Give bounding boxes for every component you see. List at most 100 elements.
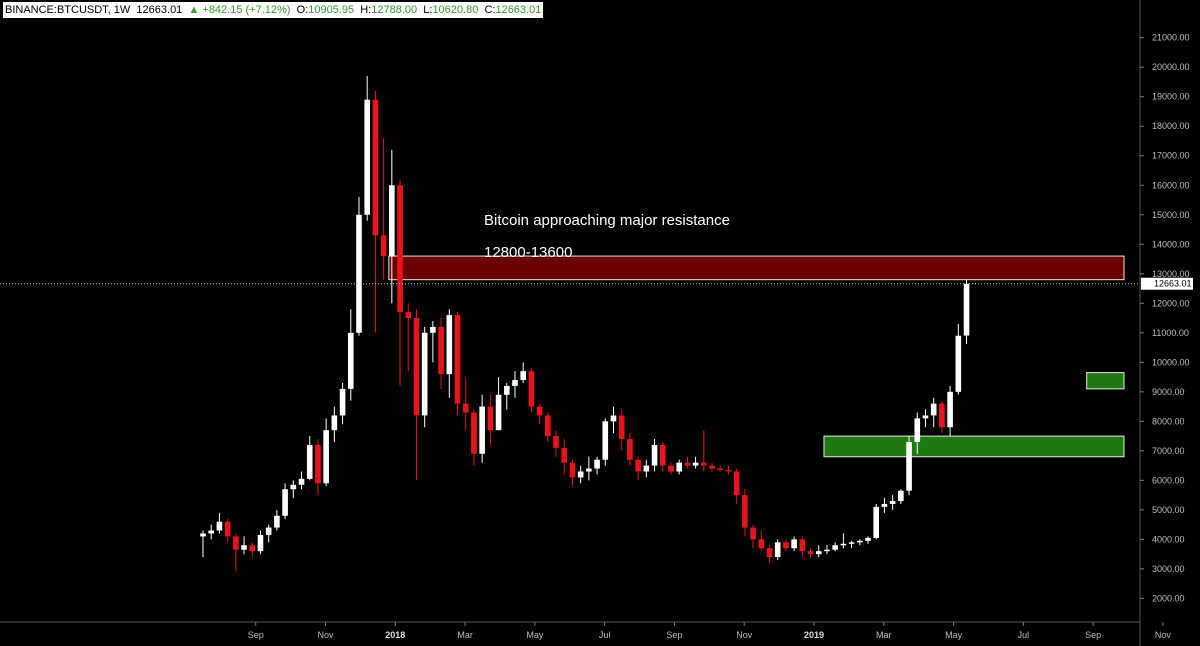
candle-body xyxy=(955,335,962,392)
price-tick-label: 2000.00 xyxy=(1152,593,1185,603)
candle-body xyxy=(561,447,568,463)
low-label: L: xyxy=(423,4,433,16)
annotation-line-1: Bitcoin approaching major resistance xyxy=(484,212,730,229)
candle xyxy=(265,524,272,543)
candle-body xyxy=(922,415,929,419)
candle-body xyxy=(865,537,871,541)
price-tick-label: 6000.00 xyxy=(1152,475,1185,485)
candle-body xyxy=(438,326,444,375)
candle-body xyxy=(766,548,773,558)
candle xyxy=(914,412,921,454)
candle-body xyxy=(528,371,535,407)
candle-body xyxy=(758,539,765,549)
candle xyxy=(947,385,953,437)
candle-body xyxy=(684,462,691,466)
candle xyxy=(380,138,387,280)
candle-body xyxy=(725,470,732,472)
candle-body xyxy=(668,465,674,472)
open-label: O: xyxy=(296,4,309,16)
candle-body xyxy=(397,185,403,313)
candle-body xyxy=(659,444,666,466)
candle xyxy=(889,495,896,510)
candle xyxy=(536,403,543,425)
candle xyxy=(290,480,297,499)
candle xyxy=(725,465,732,475)
candle-body xyxy=(742,495,748,528)
candle-body xyxy=(799,539,806,552)
candle-body xyxy=(618,415,625,440)
zones-layer xyxy=(388,255,1125,458)
candle-body xyxy=(963,283,970,336)
candle-body xyxy=(873,506,880,538)
symbol-header: BINANCE:BTCUSDT, 1W 12663.01 ▲ +842.15 (… xyxy=(3,2,544,18)
candle xyxy=(224,518,231,543)
candle-body xyxy=(512,380,518,386)
candle xyxy=(356,197,362,336)
time-tick-label: Mar xyxy=(457,630,473,640)
candle-body xyxy=(651,444,658,466)
candle xyxy=(865,536,871,544)
candle xyxy=(274,509,280,531)
price-tick-label: 17000.00 xyxy=(1152,151,1190,161)
candle xyxy=(758,530,765,552)
price-axis[interactable]: 2000.00 3000.00 4000.00 5000.00 6000.00 7000.… xyxy=(1139,0,1190,646)
time-tick-label: Jul xyxy=(599,630,611,640)
candle-body xyxy=(487,406,494,431)
candle xyxy=(421,326,428,428)
annotation-line-2: 12800-13600 xyxy=(484,244,572,261)
candle xyxy=(430,321,436,363)
candle xyxy=(405,303,412,372)
candle-body xyxy=(610,415,617,422)
candle xyxy=(881,498,888,513)
candle-body xyxy=(602,421,609,460)
candle-body xyxy=(553,436,559,448)
candle xyxy=(553,430,559,457)
candle xyxy=(306,436,313,481)
price-tick-label: 15000.00 xyxy=(1152,210,1190,220)
time-tick-label: Sep xyxy=(666,630,682,640)
time-axis[interactable]: Sep Nov 2018 Mar May Jul Sep Nov 2019 Mar May Jul Se… xyxy=(0,621,1171,640)
candle-body xyxy=(200,533,206,537)
candle-body xyxy=(586,468,592,472)
candle xyxy=(939,400,945,434)
candle-body xyxy=(323,430,329,484)
candle-body xyxy=(315,444,321,484)
price-tick-label: 5000.00 xyxy=(1152,505,1185,515)
time-tick-label: May xyxy=(526,630,544,640)
candle xyxy=(963,280,970,344)
candle xyxy=(438,318,444,389)
candle-body xyxy=(545,415,551,437)
candle xyxy=(610,406,617,434)
price-tick-label: 7000.00 xyxy=(1152,446,1185,456)
candle-body xyxy=(413,318,420,416)
candle xyxy=(487,394,494,445)
candle-body xyxy=(635,459,641,472)
price-tick-label: 20000.00 xyxy=(1152,62,1190,72)
candle-body xyxy=(709,465,715,469)
symbol-name: BINANCE:BTCUSDT, 1W xyxy=(5,4,131,16)
candle-body xyxy=(430,326,436,333)
price-tick-label: 3000.00 xyxy=(1152,564,1185,574)
candle xyxy=(742,489,748,537)
open-value: 10905.95 xyxy=(308,4,355,16)
candle xyxy=(857,539,863,546)
candle xyxy=(347,309,354,401)
candle-body xyxy=(857,540,863,543)
candle xyxy=(815,545,822,558)
candle xyxy=(955,323,962,395)
candle xyxy=(807,548,814,558)
high-label: H: xyxy=(360,4,372,16)
close-value: 12663.01 xyxy=(495,4,542,16)
candle-body xyxy=(495,394,502,431)
candle xyxy=(462,377,469,431)
candle xyxy=(930,397,937,428)
candle xyxy=(241,536,247,555)
candle xyxy=(717,465,724,472)
price-tick-label: 11000.00 xyxy=(1152,328,1189,338)
candle-body xyxy=(676,462,682,472)
candle xyxy=(257,530,264,555)
candle-body xyxy=(898,490,904,502)
candle-body xyxy=(265,527,272,535)
high-value: 12788.00 xyxy=(371,4,418,16)
